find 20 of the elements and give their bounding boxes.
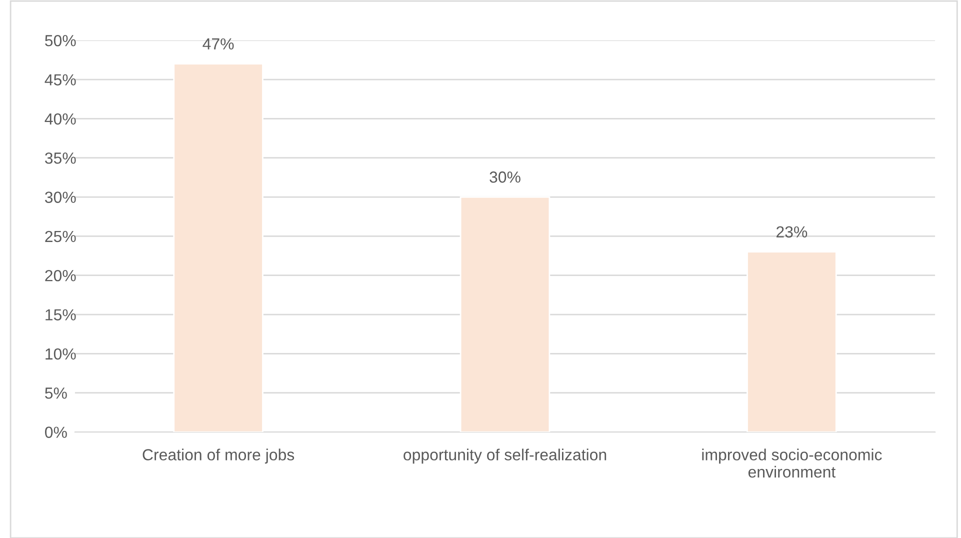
data-label: 23% [776,226,808,238]
y-tick-label: 20% [45,270,76,282]
y-tick-label: 0% [45,426,67,438]
data-label: 30% [490,171,520,183]
bar [173,63,264,432]
x-tick-label: improved socio-economic environment [702,448,882,478]
y-tick-label: 50% [45,34,76,46]
bar [746,251,837,432]
y-tick-label: 45% [44,74,76,86]
y-tick-label: 30% [45,192,76,203]
y-tick-label: 5% [45,388,67,399]
y-tick-label: 40% [44,113,76,125]
x-tick-label: Creation of more jobs [142,448,294,464]
y-tick-label: 35% [45,152,76,164]
y-tick-label: 10% [46,348,76,360]
y-tick-label: 25% [45,230,76,242]
data-label: 47% [202,38,234,50]
x-tick-label: opportunity of self-realization [404,448,606,464]
y-tick-label: 15% [46,309,76,320]
bar [460,196,550,432]
